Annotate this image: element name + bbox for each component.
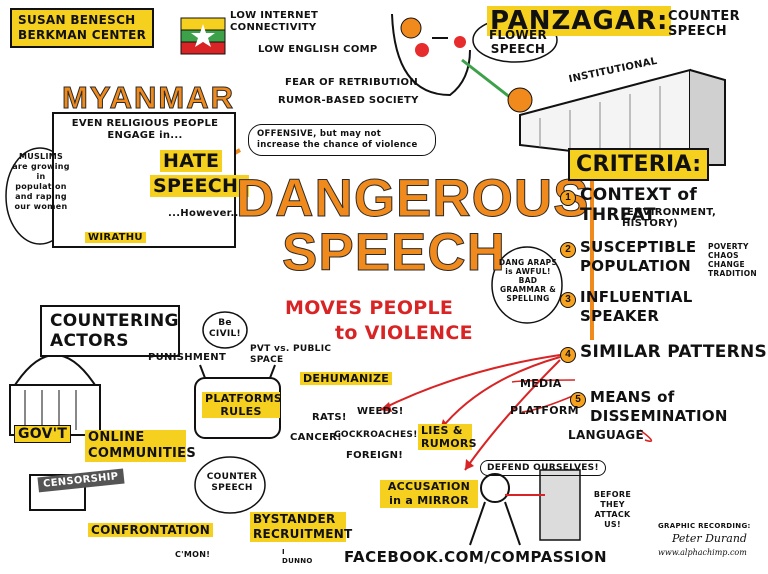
be-civil-text: Be CIVIL!	[209, 318, 241, 339]
speech-title: SPEECH	[282, 223, 506, 283]
idunno-label: I DUNNO	[282, 548, 313, 565]
cmon-label: C'MON!	[175, 550, 211, 559]
platform-label: PLATFORM	[510, 404, 579, 417]
criteria-2-label: SUSCEPTIBLE POPULATION	[580, 238, 697, 275]
speaker-name: SUSAN BENESCH	[18, 13, 136, 27]
criteria-2-sub: POVERTY CHAOS CHANGE TRADITION	[708, 242, 757, 278]
online-communities: ONLINE COMMUNITIES	[85, 430, 196, 462]
speaker-org: BERKMAN CENTER	[18, 28, 147, 42]
word-rats: RATS!	[312, 412, 347, 423]
to-violence: to VIOLENCE	[335, 322, 473, 344]
govt-label: GOV'T	[14, 425, 72, 443]
bystander-recruitment: BYSTANDER RECRUITMENT	[250, 512, 352, 542]
criteria-number-4: 4	[560, 347, 576, 363]
before-they-attack: BEFORE THEY ATTACK US!	[593, 490, 632, 529]
panzagar-word: PANZAGAR:	[487, 6, 672, 36]
myanmar-title: MYANMAR	[61, 80, 236, 116]
speech-word: SPEECH,	[150, 175, 249, 197]
criteria-number-3: 3	[560, 292, 576, 308]
defend-ourselves: DEFEND OURSELVES!	[480, 460, 606, 476]
media-label: MEDIA	[520, 377, 562, 390]
condition-4: RUMOR-BASED SOCIETY	[278, 95, 419, 106]
monk-label: WIRATHU	[85, 232, 146, 243]
criteria-4-label: SIMILAR PATTERNS	[580, 342, 768, 362]
dang-bubble	[491, 246, 563, 324]
condition-2: LOW ENGLISH COMP	[258, 44, 378, 55]
criteria-3-label: INFLUENTIAL SPEAKER	[580, 288, 693, 325]
fighters-icon	[469, 469, 581, 546]
punishment-label: PUNISHMENT	[148, 352, 227, 363]
footer-url: FACEBOOK.COM/COMPASSION	[344, 548, 608, 566]
speaker-credit: SUSAN BENESCH BERKMAN CENTER	[10, 8, 155, 48]
moves-people: MOVES PEOPLE	[285, 297, 454, 319]
quote-intro: EVEN RELIGIOUS PEOPLE ENGAGE in...	[71, 118, 219, 141]
muslims-note: MUSLIMS are growing in population and ra…	[12, 152, 70, 211]
criteria-number-1: 1	[560, 190, 576, 206]
criteria-number-2: 2	[560, 242, 576, 258]
criteria-connectors	[511, 180, 653, 442]
hate-word: HATE	[160, 150, 223, 172]
countering-title: COUNTERING ACTORS	[40, 305, 180, 357]
criteria-number-5: 5	[570, 392, 586, 408]
credit-site: www.alphachimp.com	[658, 548, 747, 557]
credit-label: GRAPHIC RECORDING:	[658, 522, 751, 530]
counter-speech-bubble	[194, 456, 266, 514]
dangerous-title: DANGEROUS	[236, 169, 590, 229]
criteria-1-sub: (ENVIRONMENT, HISTORY)	[622, 207, 717, 229]
offensive-note: OFFENSIVE, but may not increase the chan…	[248, 124, 436, 156]
however-text: ...However...	[168, 208, 243, 219]
word-foreign: FOREIGN!	[346, 450, 404, 461]
myanmar-flag-icon	[180, 17, 226, 55]
platform-rules: PLATFORMS RULES	[202, 392, 282, 418]
word-cockroaches: COCKROACHES!	[334, 430, 418, 440]
panzagar-title: PANZAGAR:	[487, 6, 672, 36]
credit-name: Peter Durand	[672, 532, 747, 545]
word-weeds: WEEDS!	[357, 406, 404, 417]
criteria-1-label: CONTEXT of THREAT	[580, 185, 698, 225]
accusation-mirror: ACCUSATION in a MIRROR	[380, 480, 478, 508]
lies-rumors: LIES & RUMORS	[418, 424, 477, 450]
panzagar-subtitle: COUNTER SPEECH	[668, 9, 740, 39]
counter-speech-text: COUNTER SPEECH	[206, 472, 258, 493]
condition-3: FEAR OF RETRIBUTION	[285, 77, 419, 88]
condition-1: LOW INTERNET CONNECTIVITY	[230, 10, 319, 33]
dehumanize-label: DEHUMANIZE	[300, 372, 393, 385]
word-cancer: CANCER!	[290, 432, 342, 443]
criteria-5-label: MEANS of DISSEMINATION	[590, 388, 728, 425]
be-civil-bubble	[202, 311, 248, 349]
face-icon	[391, 13, 533, 113]
dang-note: DANG ARAPS is AWFUL! BAD GRAMMAR & SPELL…	[498, 258, 558, 303]
pvt-public-label: PVT vs. PUBLIC SPACE	[250, 344, 332, 365]
confrontation-label: CONFRONTATION	[88, 523, 214, 537]
criteria-title: CRITERIA:	[568, 148, 710, 181]
flower-speech-text: FLOWER SPEECH	[488, 28, 548, 56]
language-label: LANGUAGE	[568, 428, 644, 442]
institution-building-icon	[519, 68, 726, 167]
